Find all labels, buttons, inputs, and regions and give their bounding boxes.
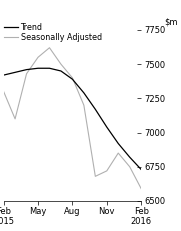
Seasonally Adjusted: [37, 56, 39, 59]
Trend: [129, 156, 131, 158]
Seasonally Adjusted: [71, 76, 73, 79]
Seasonally Adjusted: [140, 187, 142, 190]
Trend: [3, 74, 5, 76]
Line: Trend: Trend: [4, 68, 141, 170]
Seasonally Adjusted: [83, 104, 85, 106]
Trend: [94, 108, 96, 111]
Trend: [140, 168, 142, 171]
Trend: [37, 67, 39, 70]
Trend: [60, 70, 62, 72]
Trend: [117, 142, 119, 145]
Seasonally Adjusted: [117, 152, 119, 155]
Seasonally Adjusted: [60, 63, 62, 66]
Trend: [14, 71, 16, 74]
Seasonally Adjusted: [129, 165, 131, 168]
Seasonally Adjusted: [48, 46, 50, 49]
Seasonally Adjusted: [94, 175, 96, 178]
Trend: [71, 78, 73, 81]
Y-axis label: $m: $m: [165, 18, 178, 27]
Trend: [26, 68, 28, 71]
Trend: [83, 91, 85, 94]
Seasonally Adjusted: [26, 72, 28, 75]
Seasonally Adjusted: [106, 170, 108, 172]
Trend: [48, 67, 50, 70]
Seasonally Adjusted: [14, 118, 16, 120]
Legend: Trend, Seasonally Adjusted: Trend, Seasonally Adjusted: [4, 23, 102, 42]
Line: Seasonally Adjusted: Seasonally Adjusted: [4, 48, 141, 189]
Trend: [106, 126, 108, 128]
Seasonally Adjusted: [3, 90, 5, 93]
